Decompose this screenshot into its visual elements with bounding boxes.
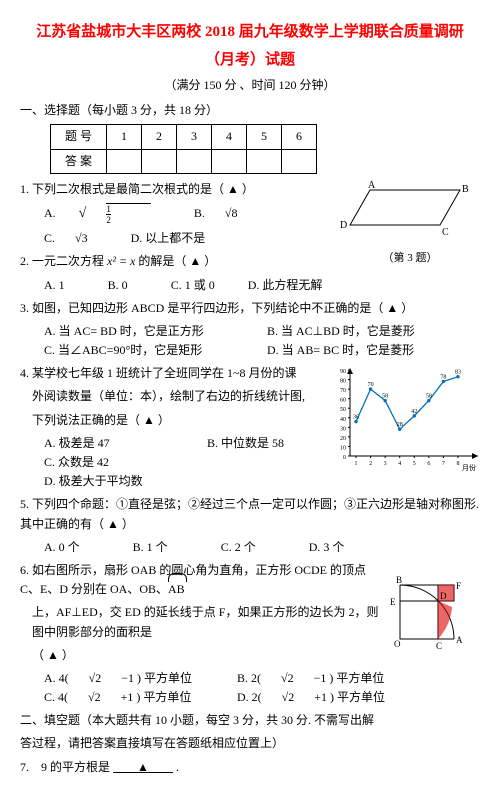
q1-optC: C. √3 [44,229,108,248]
q2-optD: D. 此方程无解 [248,276,323,295]
svg-text:3: 3 [384,461,387,467]
grid-col: 4 [212,125,247,149]
svg-text:7: 7 [442,461,445,467]
grid-row1-label: 题 号 [51,125,107,149]
svg-text:8: 8 [456,461,459,467]
q6-options: A. 4(√2−1 ) 平方单位 B. 2(√2−1 ) 平方单位 C. 4(√… [44,669,480,707]
grid-blank [212,149,247,173]
q3-optC: C. 当∠ABC=90°时，它是矩形 [44,341,244,360]
label-C: C [442,227,449,238]
grid-col: 3 [177,125,212,149]
grid-blank [247,149,282,173]
section1-head: 一、选择题（每小题 3 分，共 18 分） [20,101,480,120]
svg-text:20: 20 [340,436,346,442]
q5-optB: B. 1 个 [133,538,168,557]
q4-stem1: 4. 某学校七年级 1 班统计了全班同学在 1~8 月份的课 [20,364,480,383]
svg-text:0: 0 [343,455,346,461]
q6-optB: B. 2(√2−1 ) 平方单位 [237,669,404,688]
grid-col: 2 [142,125,177,149]
grid-blank [107,149,142,173]
svg-text:1: 1 [355,461,358,467]
q5-options: A. 0 个 B. 1 个 C. 2 个 D. 3 个 [44,538,480,557]
q1-stem: 1. 下列二次根式是最简二次根式的是（ ▲ ） [20,180,480,199]
q3-stem: 3. 如图，已知四边形 ABCD 是平行四边形，下列结论中不正确的是（ ▲ ） [20,299,480,318]
q6-optD: D. 2(√2+1 ) 平方单位 [237,688,405,707]
q4-stem3: 下列说法正确的是（ ▲ ） [32,411,480,430]
section2-head2: 答过程，请把答案直接填写在答题纸相应位置上） [20,734,480,753]
q6-optC: C. 4(√2+1 ) 平方单位 [44,688,214,707]
grid-col: 6 [282,125,317,149]
grid-row2-label: 答 案 [51,149,107,173]
q3-optA: A. 当 AC= BD 时，它是正方形 [44,322,244,341]
svg-text:10: 10 [340,446,346,452]
q4-stem2: 外阅读数量（单位：本），绘制了右边的折线统计图, [32,387,480,406]
q6-stem2: 上，AF⊥ED，交 ED 的延长线于点 F，如果正方形的边长为 2，则图中阴影部… [32,603,480,641]
section2-head1: 二、填空题（本大题共有 10 小题，每空 3 分，共 30 分. 不需写出解 [20,711,480,730]
q3-optD: D. 当 AB= BC 时，它是菱形 [267,341,414,360]
q7: 7. 9 的平方根是 ▲ . [20,758,480,777]
label-D: D [340,220,347,231]
svg-text:4: 4 [398,461,401,467]
q2-optA: A. 1 [44,276,65,295]
q5-stem: 5. 下列四个命题：①直径是弦；②经过三个点一定可以作圆；③正六边形是轴对称图形… [20,495,480,533]
svg-text:5: 5 [413,461,416,467]
q5-optC: C. 2 个 [221,538,256,557]
answer-grid: 题 号 1 2 3 4 5 6 答 案 [50,124,317,173]
q2: 2. 一元二次方程 x² = x 的解是（ ▲ ） [20,252,480,271]
q6-stem: 6. 如右图所示，扇形 OAB 的圆心角为直角，正方形 OCDE 的顶点 C、E… [20,561,480,599]
q2-optB: B. 0 [108,276,128,295]
svg-text:月份: 月份 [462,463,476,472]
q6-optA: A. 4(√2−1 ) 平方单位 [44,669,214,688]
q1-optD: D. 以上都不是 [131,229,206,248]
grid-blank [142,149,177,173]
svg-text:2: 2 [369,461,372,467]
grid-blank [177,149,212,173]
q2-optC: C. 1 或 0 [171,276,215,295]
q5-optD: D. 3 个 [309,538,345,557]
q1-optB: B. √8 [194,204,258,223]
q4-optD: D. 极差大于平均数 [44,472,143,491]
q4-optA: A. 极差是 47 [44,434,184,453]
title-line1: 江苏省盐城市大丰区两校 2018 届九年级数学上学期联合质量调研 [20,20,480,44]
q4-optB: B. 中位数是 58 [207,434,284,453]
q4-optC: C. 众数是 42 [44,453,184,472]
q5-optA: A. 0 个 [44,538,80,557]
q2-options: A. 1 B. 0 C. 1 或 0 D. 此方程无解 [44,276,480,295]
grid-col: 5 [247,125,282,149]
svg-text:6: 6 [427,461,430,467]
q3-optB: B. 当 AC⊥BD 时，它是菱形 [267,322,415,341]
q6-stem3: （ ▲ ） [32,646,480,665]
q1-optA: A. √12 [44,203,171,229]
title-line2: （月考）试题 [20,48,480,72]
grid-col: 1 [107,125,142,149]
grid-blank [282,149,317,173]
exam-meta: （满分 150 分 、时间 120 分钟） [20,76,480,95]
q3-options: A. 当 AC= BD 时，它是正方形 B. 当 AC⊥BD 时，它是菱形 C.… [44,322,480,360]
